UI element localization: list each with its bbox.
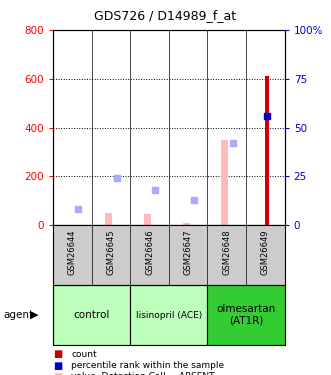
- Point: [153, 187, 158, 193]
- Bar: [144, 214, 151, 225]
- Text: olmesartan
(AT1R): olmesartan (AT1R): [216, 304, 276, 326]
- Text: percentile rank within the sample: percentile rank within the sample: [71, 361, 224, 370]
- Point: [264, 113, 270, 119]
- Text: count: count: [71, 350, 97, 359]
- Text: GSM26645: GSM26645: [106, 230, 116, 275]
- Text: ■: ■: [53, 361, 62, 370]
- Point: [114, 175, 119, 181]
- Bar: [208, 285, 285, 345]
- Text: GSM26647: GSM26647: [184, 230, 193, 275]
- Text: value, Detection Call = ABSENT: value, Detection Call = ABSENT: [71, 372, 215, 375]
- Text: ■: ■: [53, 372, 62, 375]
- Bar: [183, 223, 190, 225]
- Bar: [265, 76, 269, 225]
- Bar: [106, 213, 113, 225]
- Bar: [130, 285, 208, 345]
- Bar: [221, 140, 228, 225]
- Point: [75, 206, 81, 212]
- Text: control: control: [73, 310, 110, 320]
- Text: ▶: ▶: [30, 310, 39, 320]
- Point: [230, 140, 235, 146]
- Text: lisinopril (ACE): lisinopril (ACE): [136, 310, 202, 320]
- Text: GSM26644: GSM26644: [68, 230, 77, 275]
- Text: agent: agent: [3, 310, 33, 320]
- Bar: [53, 285, 130, 345]
- Text: GDS726 / D14989_f_at: GDS726 / D14989_f_at: [94, 9, 237, 22]
- Point: [191, 196, 197, 202]
- Text: GSM26648: GSM26648: [222, 230, 231, 275]
- Text: GSM26646: GSM26646: [145, 230, 154, 275]
- Text: GSM26649: GSM26649: [261, 230, 270, 275]
- Text: ■: ■: [53, 350, 62, 359]
